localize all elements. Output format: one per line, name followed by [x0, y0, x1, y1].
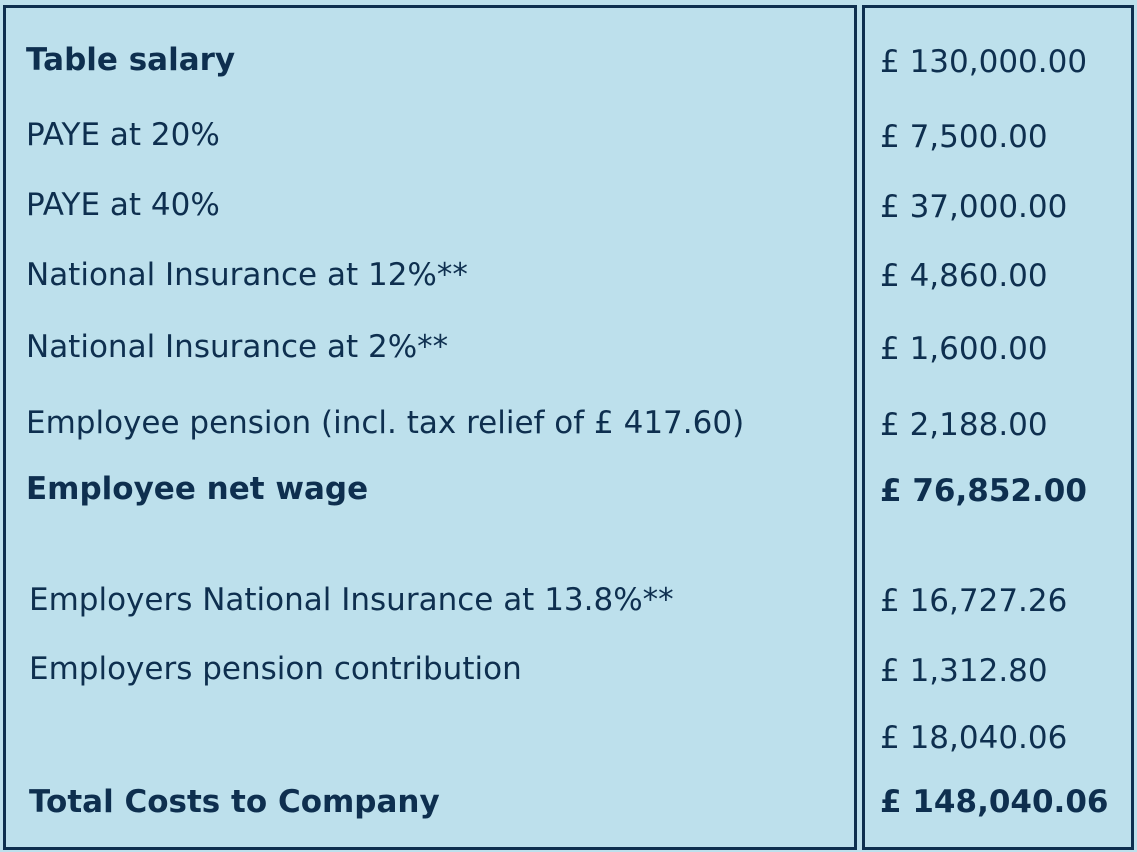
label-ni-2: National Insurance at 2%** [26, 329, 449, 365]
value-employer-subtotal: £ 18,040.06 [880, 720, 1068, 756]
label-employers-ni: Employers National Insurance at 13.8%** [29, 582, 674, 618]
value-employee-pension: £ 2,188.00 [880, 407, 1048, 443]
label-table-salary: Table salary [26, 42, 236, 78]
value-employers-ni: £ 16,727.26 [880, 583, 1068, 619]
value-paye-40: £ 37,000.00 [880, 189, 1068, 225]
value-total-costs: £ 148,040.06 [880, 784, 1109, 820]
label-ni-12: National Insurance at 12%** [26, 257, 468, 293]
value-ni-12: £ 4,860.00 [880, 258, 1048, 294]
value-table-salary: £ 130,000.00 [880, 44, 1088, 80]
value-net-wage: £ 76,852.00 [880, 473, 1087, 509]
values-panel [862, 5, 1134, 850]
label-paye-40: PAYE at 40% [26, 187, 220, 223]
label-paye-20: PAYE at 20% [26, 117, 220, 153]
value-paye-20: £ 7,500.00 [880, 119, 1048, 155]
label-total-costs: Total Costs to Company [29, 784, 440, 820]
label-employers-pension: Employers pension contribution [29, 651, 522, 687]
label-net-wage: Employee net wage [26, 471, 369, 507]
value-employers-pension: £ 1,312.80 [880, 653, 1048, 689]
labels-panel [3, 5, 857, 850]
value-ni-2: £ 1,600.00 [880, 331, 1048, 367]
label-employee-pension: Employee pension (incl. tax relief of £ … [26, 405, 745, 441]
